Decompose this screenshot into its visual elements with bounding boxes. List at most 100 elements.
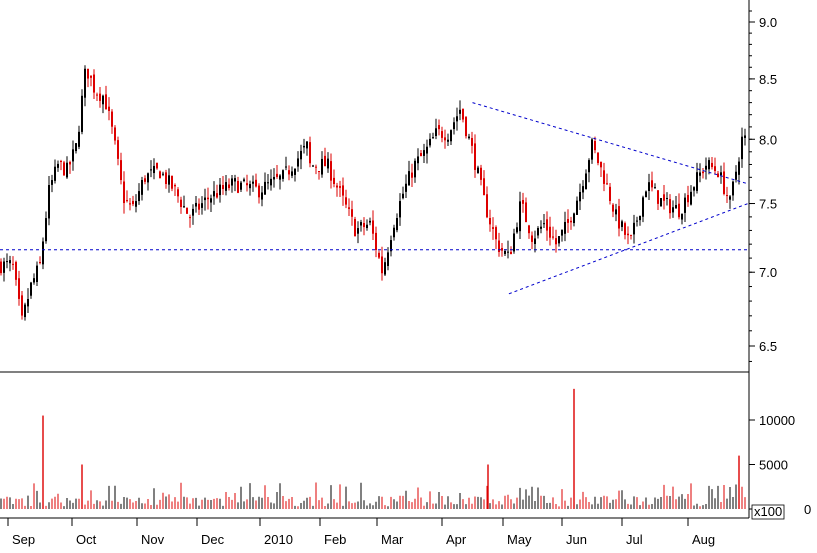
- candle-body: [273, 176, 275, 180]
- candle-body: [159, 171, 161, 179]
- candle-body: [705, 165, 707, 170]
- candle-body: [231, 178, 233, 186]
- x-tick-label: Feb: [324, 532, 346, 547]
- candle-body: [150, 169, 152, 171]
- candle-body: [45, 218, 47, 242]
- candle-body: [618, 206, 620, 229]
- candle-body: [651, 180, 653, 188]
- candle-body: [360, 222, 362, 226]
- candle-body: [21, 295, 23, 316]
- candle-body: [312, 165, 314, 167]
- candle-body: [207, 197, 209, 200]
- candle-body: [84, 68, 86, 98]
- candle-body: [498, 240, 500, 253]
- candle-body: [543, 223, 545, 225]
- candle-body: [141, 180, 143, 195]
- candle-body: [378, 252, 380, 258]
- candle-body: [321, 158, 323, 175]
- candle-body: [534, 238, 536, 245]
- candle-body: [234, 178, 236, 182]
- candle-body: [120, 160, 122, 181]
- candle-body: [204, 197, 206, 201]
- candle-body: [666, 197, 668, 199]
- candle-body: [357, 228, 359, 234]
- candle-body: [306, 141, 308, 149]
- candle-body: [30, 282, 32, 296]
- candle-body: [324, 155, 326, 167]
- candle-body: [240, 182, 242, 190]
- candle-body: [375, 232, 377, 250]
- candle-body: [456, 116, 458, 122]
- candle-body: [696, 172, 698, 191]
- candle-body: [270, 178, 272, 186]
- candle-body: [210, 198, 212, 203]
- candle-body: [198, 203, 200, 210]
- candle-body: [216, 193, 218, 198]
- candle-body: [162, 173, 164, 175]
- candle-body: [261, 192, 263, 200]
- candle-body: [99, 93, 101, 101]
- candle-body: [222, 185, 224, 190]
- candle-body: [516, 227, 518, 233]
- candle-body: [18, 278, 20, 299]
- candle-body: [177, 189, 179, 197]
- candle-body: [642, 197, 644, 217]
- candle-body: [510, 251, 512, 255]
- candle-body: [27, 299, 29, 307]
- x-tick-label: 2010: [264, 532, 293, 547]
- candle-body: [411, 172, 413, 178]
- candle-body: [597, 152, 599, 164]
- x-tick-label: Dec: [201, 532, 225, 547]
- candle-body: [732, 181, 734, 196]
- candle-body: [135, 201, 137, 207]
- candle-body: [612, 204, 614, 212]
- candle-body: [9, 260, 11, 264]
- candle-body: [384, 262, 386, 275]
- candle-body: [591, 139, 593, 160]
- candle-body: [288, 170, 290, 175]
- candle-body: [525, 202, 527, 223]
- candle-body: [0, 261, 2, 274]
- candle-body: [681, 213, 683, 220]
- candle-body: [414, 160, 416, 178]
- candle-body: [489, 217, 491, 225]
- candle-body: [129, 203, 131, 205]
- candle-body: [438, 125, 440, 130]
- candle-body: [726, 195, 728, 197]
- candle-body: [180, 199, 182, 208]
- candle-body: [441, 131, 443, 138]
- candle-body: [396, 218, 398, 231]
- candle-body: [567, 219, 569, 223]
- candle-body: [402, 193, 404, 199]
- candle-body: [267, 182, 269, 184]
- candle-body: [348, 207, 350, 209]
- candle-body: [93, 74, 95, 93]
- candle-body: [117, 140, 119, 159]
- price-tick-label: 6.5: [759, 339, 777, 354]
- candle-body: [630, 234, 632, 236]
- candle-body: [594, 141, 596, 151]
- candle-body: [51, 180, 53, 185]
- price-tick-label: 8.5: [759, 72, 777, 87]
- candle-body: [309, 142, 311, 164]
- candle-body: [549, 226, 551, 238]
- candle-body: [282, 170, 284, 179]
- candle-body: [495, 227, 497, 240]
- candle-body: [153, 165, 155, 174]
- candle-body: [480, 167, 482, 180]
- candle-body: [387, 252, 389, 266]
- volume-tick-label: 5000: [759, 458, 788, 473]
- candle-body: [687, 194, 689, 203]
- candle-body: [654, 187, 656, 189]
- candle-body: [552, 236, 554, 238]
- candle-body: [450, 130, 452, 142]
- candle-body: [297, 158, 299, 167]
- candle-body: [285, 166, 287, 168]
- candle-body: [300, 150, 302, 160]
- candle-body: [423, 150, 425, 156]
- candle-body: [105, 94, 107, 110]
- candle-body: [621, 221, 623, 227]
- candle-body: [108, 106, 110, 111]
- candle-body: [228, 184, 230, 189]
